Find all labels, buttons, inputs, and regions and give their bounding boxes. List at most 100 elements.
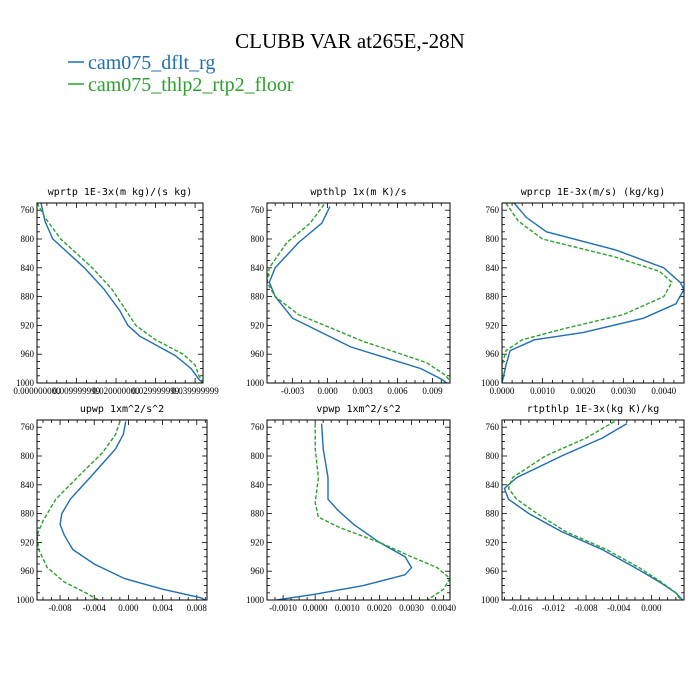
series-line-2 (502, 203, 673, 383)
y-tick-label: 1000 (481, 595, 500, 605)
y-tick-label: 880 (21, 292, 35, 302)
y-tick-label: 760 (251, 205, 265, 215)
x-tick-label: 0.006 (387, 386, 408, 396)
panel-title: vpwp 1xm^2/s^2 (316, 404, 400, 415)
panel-6: rtpthlp 1E-3x(kg K)/kg 760 800 840 880 920 960… (481, 404, 685, 613)
y-tick-label: 800 (486, 234, 500, 244)
legend: cam075_dflt_rg cam075_thlp2_rtp2_floor (68, 52, 294, 96)
y-tick-label: 880 (21, 509, 35, 519)
y-tick-label: 960 (251, 566, 265, 576)
x-tick-label: 0.020000000 (92, 386, 140, 396)
y-tick-label: 840 (251, 263, 265, 273)
x-tick-label: -0.016 (509, 603, 533, 613)
y-tick-label: 960 (251, 349, 265, 359)
panel-title: upwp 1xm^2/s^2 (80, 404, 164, 415)
x-tick-label: 0.000 (641, 603, 662, 613)
y-tick-label: 760 (251, 422, 265, 432)
x-tick-label: -0.0010 (269, 603, 297, 613)
y-tick-label: 960 (21, 349, 35, 359)
series-line-2 (507, 420, 682, 600)
y-tick-label: 1000 (16, 595, 35, 605)
series-line-2 (314, 423, 450, 600)
series-line-1 (59, 421, 206, 600)
x-tick-label: 0.000000000 (13, 386, 61, 396)
x-tick-label: 0.004 (152, 603, 173, 613)
y-tick-label: 920 (486, 320, 500, 330)
series-line-2 (37, 203, 203, 383)
x-tick-label: -0.004 (83, 603, 107, 613)
y-tick-label: 1000 (481, 378, 500, 388)
figure-title: CLUBB VAR at265E,-28N (235, 29, 465, 53)
series-line-1 (40, 203, 203, 383)
panel-4: upwp 1xm^2/s^2 760 800 840 880 920 960 1000 -0.0… (16, 404, 208, 613)
x-tick-label: 0.0020 (367, 603, 392, 613)
y-tick-label: 800 (251, 451, 265, 461)
x-tick-label: 0.0040 (431, 603, 456, 613)
x-tick-label: -0.012 (542, 603, 565, 613)
legend-label-1: cam075_dflt_rg (88, 52, 215, 74)
panels: wprtp 1E-3x(m kg)/(s kg) 760 800 840 880 920 9… (13, 187, 685, 613)
y-tick-label: 920 (21, 537, 35, 547)
x-tick-label: -0.008 (48, 603, 72, 613)
x-tick-label: 0.0010 (335, 603, 360, 613)
x-tick-label: 0.0010 (530, 386, 555, 396)
panel-title: wprtp 1E-3x(m kg)/(s kg) (48, 187, 193, 198)
y-tick-label: 840 (251, 480, 265, 490)
x-tick-label: 0.029999999 (132, 386, 180, 396)
panel-title: wprcp 1E-3x(m/s) (kg/kg) (521, 187, 666, 198)
x-tick-label: 0.009999999 (53, 386, 101, 396)
panel-title: wpthlp 1x(m K)/s (310, 187, 406, 198)
x-tick-label: 0.039999999 (171, 386, 219, 396)
panel-2: wpthlp 1x(m K)/s 760 800 840 880 920 960 1000 -0… (246, 187, 451, 396)
x-tick-label: 0.009 (422, 386, 443, 396)
x-tick-label: 0.0000 (490, 386, 515, 396)
series-line-2 (37, 421, 121, 600)
x-tick-label: -0.004 (607, 603, 631, 613)
panel-frame (501, 419, 685, 601)
x-tick-label: 0.003 (352, 386, 373, 396)
x-tick-label: 0.0030 (611, 386, 636, 396)
panel-3: wprcp 1E-3x(m/s) (kg/kg) 760 800 840 880 920 9… (481, 187, 685, 396)
y-tick-label: 760 (486, 422, 500, 432)
y-tick-label: 1000 (246, 378, 265, 388)
x-tick-label: -0.003 (281, 386, 305, 396)
panel-frame (266, 419, 451, 601)
y-tick-label: 840 (21, 480, 35, 490)
series-line-2 (267, 203, 450, 380)
panel-frame (501, 202, 685, 384)
y-tick-label: 920 (21, 320, 35, 330)
panel-frame (36, 202, 204, 384)
y-tick-label: 880 (486, 509, 500, 519)
y-tick-label: 960 (21, 566, 35, 576)
x-tick-label: 0.0020 (571, 386, 596, 396)
series-line-1 (268, 206, 447, 383)
y-tick-label: 1000 (246, 595, 265, 605)
x-tick-label: 0.0000 (303, 603, 328, 613)
panel-frame (266, 202, 451, 384)
x-tick-label: 0.0030 (399, 603, 424, 613)
series-line-1 (503, 422, 683, 600)
y-tick-label: 760 (486, 205, 500, 215)
x-tick-label: 0.008 (187, 603, 208, 613)
x-tick-label: 0.0040 (651, 386, 676, 396)
y-tick-label: 920 (251, 320, 265, 330)
y-tick-label: 880 (251, 292, 265, 302)
y-tick-label: 760 (21, 205, 35, 215)
y-tick-label: 1000 (16, 378, 35, 388)
panel-5: vpwp 1xm^2/s^2 760 800 840 880 920 960 1000 -0.0… (246, 404, 456, 613)
series-line-1 (276, 423, 413, 600)
y-tick-label: 840 (21, 263, 35, 273)
legend-label-2: cam075_thlp2_rtp2_floor (88, 74, 294, 96)
y-tick-label: 920 (251, 537, 265, 547)
y-tick-label: 800 (251, 234, 265, 244)
panel-frame (36, 419, 208, 601)
panel-title: rtpthlp 1E-3x(kg K)/kg (527, 404, 659, 415)
y-tick-label: 960 (486, 566, 500, 576)
y-tick-label: 760 (21, 422, 35, 432)
x-tick-label: 0.000 (317, 386, 338, 396)
y-tick-label: 800 (21, 451, 35, 461)
y-tick-label: 880 (251, 509, 265, 519)
y-tick-label: 960 (486, 349, 500, 359)
